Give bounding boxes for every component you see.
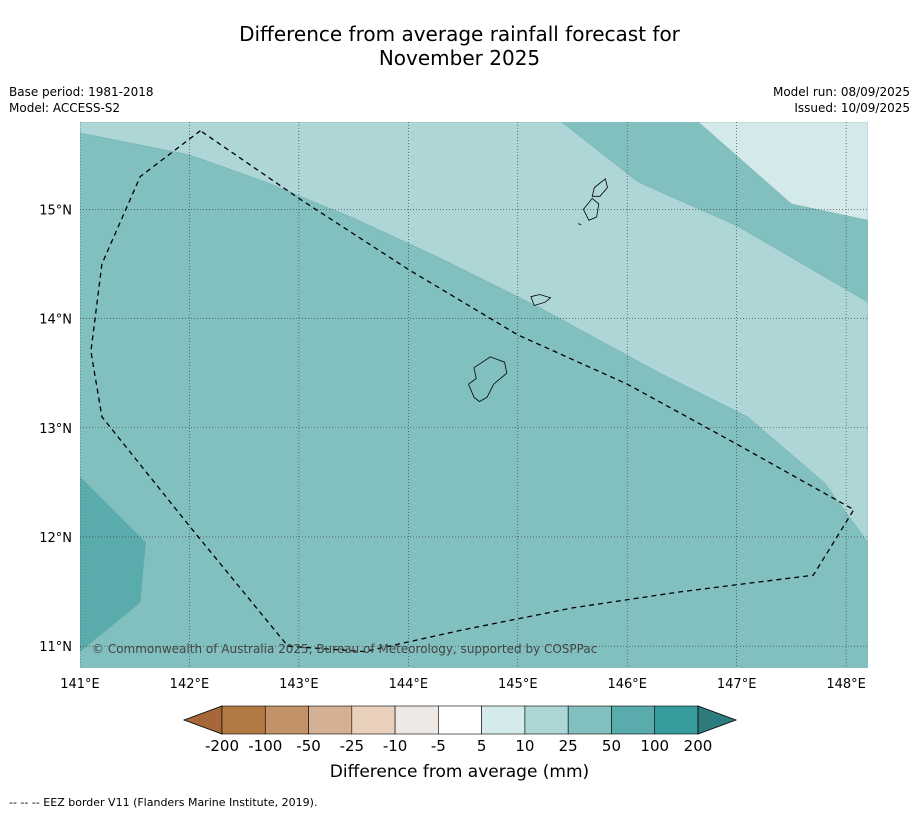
colorbar-swatch (481, 705, 526, 735)
latitude-tick-label: 15°N (39, 203, 72, 218)
base-period: Base period: 1981-2018 (9, 85, 154, 99)
map-area: © Commonwealth of Australia 2025, Bureau… (80, 122, 868, 668)
colorbar-tick-label: -25 (340, 737, 365, 755)
eez-footnote: -- -- -- EEZ border V11 (Flanders Marine… (9, 796, 318, 809)
model-info: Base period: 1981-2018 Model: ACCESS-S2 (9, 84, 154, 116)
colorbar-tick-label: 50 (602, 737, 621, 755)
island-outline (530, 294, 552, 306)
colorbar-tick-label: -100 (248, 737, 282, 755)
colorbar-max-arrow (697, 705, 738, 735)
copyright-text: © Commonwealth of Australia 2025, Bureau… (92, 642, 597, 656)
colorbar: -200 -100 -50 -25 -10 -5 5 10 25 50 100 200 (182, 705, 738, 755)
colorbar-swatch (611, 705, 656, 735)
colorbar-swatch (351, 705, 396, 735)
rainfall-map: © Commonwealth of Australia 2025, Bureau… (39, 122, 868, 755)
title-line-2: November 2025 (378, 46, 541, 70)
longitude-tick-label: 146°E (607, 677, 647, 692)
island-outline (582, 197, 600, 221)
colorbar-tick-label: -5 (431, 737, 446, 755)
latitude-tick-label: 14°N (39, 313, 72, 328)
longitude-tick-label: 144°E (389, 677, 429, 692)
colorbar-swatch (394, 705, 439, 735)
map-title: Difference from average rainfall forecas… (0, 22, 919, 70)
contour-region (698, 122, 868, 221)
colorbar-swatch (438, 705, 482, 735)
contour-region (80, 122, 868, 543)
colorbar-swatch (264, 705, 309, 735)
colorbar-tick-label: -10 (383, 737, 408, 755)
latitude-tick-label: 11°N (39, 640, 72, 655)
longitude-tick-label: 141°E (60, 677, 100, 692)
island-outline (468, 356, 508, 403)
contour-region (80, 476, 146, 652)
map-layer: © Commonwealth of Australia 2025, Bureau… (80, 122, 868, 668)
model-name: Model: ACCESS-S2 (9, 101, 121, 115)
issued-date: Issued: 10/09/2025 (794, 101, 910, 115)
longitude-tick-label: 145°E (498, 677, 538, 692)
colorbar-min-arrow (182, 705, 223, 735)
colorbar-tick-label: 200 (684, 737, 713, 755)
longitude-tick-label: 147°E (717, 677, 757, 692)
run-info: Model run: 08/09/2025 Issued: 10/09/2025 (773, 84, 910, 116)
colorbar-swatch (308, 705, 353, 735)
colorbar-tick-label: 25 (559, 737, 578, 755)
colorbar-tick-label: 100 (640, 737, 669, 755)
island-outline (591, 178, 608, 197)
colorbar-tick-label: 5 (477, 737, 487, 755)
colorbar-swatch (567, 705, 612, 735)
latitude-tick-label: 13°N (39, 422, 72, 437)
longitude-tick-label: 142°E (170, 677, 210, 692)
colorbar-tick-label: -200 (205, 737, 239, 755)
colorbar-swatch (654, 705, 699, 735)
eez-border (90, 130, 855, 653)
title-line-1: Difference from average rainfall forecas… (239, 22, 680, 46)
colorbar-tick-label: 10 (515, 737, 534, 755)
longitude-tick-label: 143°E (279, 677, 319, 692)
colorbar-swatch (524, 705, 569, 735)
colorbar-tick-label: -50 (296, 737, 321, 755)
model-run-date: Model run: 08/09/2025 (772, 85, 910, 99)
latitude-tick-label: 12°N (39, 531, 72, 546)
longitude-tick-label: 148°E (826, 677, 866, 692)
colorbar-title: Difference from average (mm) (329, 762, 590, 782)
axis-ticks: 141°E 142°E 143°E 144°E 145°E 146°E 147°E 148°E… (39, 203, 866, 692)
colorbar-swatch (221, 705, 266, 735)
island-outline (577, 223, 582, 225)
